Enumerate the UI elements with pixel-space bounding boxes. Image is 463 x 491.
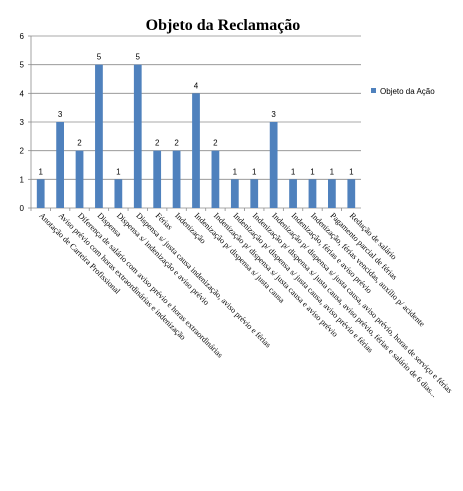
chart-title: Objeto da Reclamação — [146, 17, 301, 34]
data-label: 2 — [174, 139, 179, 148]
bar — [347, 179, 356, 208]
bar — [289, 179, 297, 208]
data-label: 1 — [330, 167, 335, 176]
bar — [328, 179, 336, 208]
legend: Objeto da Ação — [371, 87, 435, 96]
data-label: 2 — [213, 139, 218, 148]
data-label: 5 — [97, 53, 102, 62]
data-label: 1 — [116, 167, 121, 176]
data-label: 1 — [291, 167, 296, 176]
legend-label: Objeto da Ação — [380, 87, 435, 96]
data-label: 2 — [77, 139, 82, 148]
data-label: 1 — [310, 167, 315, 176]
bar — [36, 179, 45, 208]
y-tick-label: 0 — [20, 204, 25, 213]
data-label: 1 — [349, 167, 354, 176]
data-label: 1 — [38, 167, 43, 176]
bar — [56, 122, 64, 208]
bar — [153, 150, 162, 208]
bar-layer — [36, 64, 356, 209]
bar — [230, 179, 239, 208]
bar — [75, 150, 84, 208]
legend-swatch — [371, 88, 376, 93]
y-tick-label: 4 — [20, 89, 25, 98]
data-label: 5 — [136, 53, 141, 62]
y-tick-label: 6 — [20, 32, 25, 41]
data-label: 3 — [58, 110, 63, 119]
data-label: 4 — [194, 81, 199, 90]
data-label: 1 — [252, 167, 257, 176]
data-label: 2 — [155, 139, 160, 148]
bar — [95, 64, 103, 209]
bar — [211, 150, 220, 208]
y-tick-label: 3 — [20, 118, 25, 127]
y-tick-label: 1 — [20, 175, 25, 184]
data-label-layer: 1 3 2 5 1 5 2 2 4 2 1 1 3 1 1 1 1 — [38, 53, 354, 177]
bar — [133, 64, 142, 209]
data-label: 1 — [233, 167, 238, 176]
y-tick-label: 5 — [20, 61, 25, 70]
bar — [250, 179, 259, 208]
y-tick-label: 2 — [20, 147, 25, 156]
bar — [269, 122, 278, 208]
bar — [114, 179, 123, 208]
bar — [192, 93, 200, 208]
data-label: 3 — [271, 110, 276, 119]
bar — [172, 150, 181, 208]
bar — [308, 179, 317, 208]
